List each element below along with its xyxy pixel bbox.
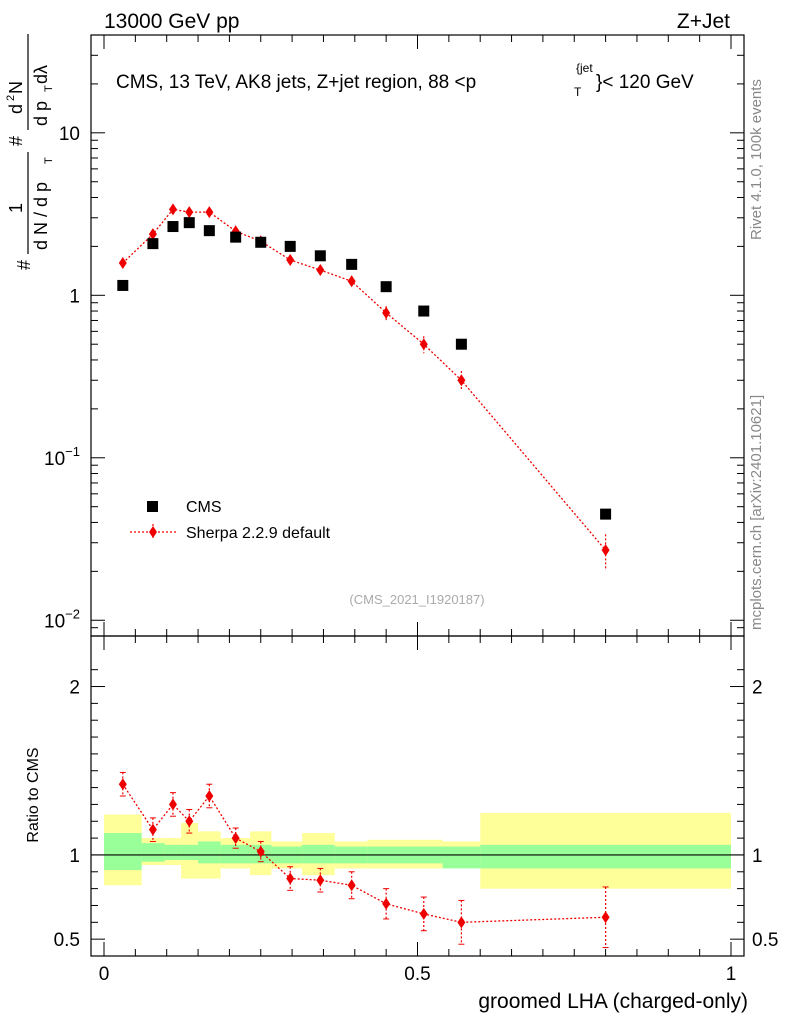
cms-point (167, 221, 179, 233)
ratio-tick-label-right: 2 (752, 678, 763, 699)
x-tick-label: 0 (99, 964, 110, 985)
ratio-inner-band (164, 844, 182, 860)
ratio-sherpa-point (419, 907, 428, 920)
ratio-inner-band (181, 844, 199, 860)
y-label-one: 1 (6, 203, 26, 213)
x-tick-label: 0.5 (404, 964, 430, 985)
ratio-sherpa-point (347, 879, 356, 892)
sherpa-point (382, 306, 391, 319)
ratio-inner-band (480, 844, 731, 869)
y-label-num: d (6, 104, 26, 114)
ratio-sherpa-point (185, 815, 194, 828)
sherpa-point (347, 275, 356, 288)
y-tick-label: 1 (69, 286, 80, 307)
y-label-num-sup: 2 (5, 95, 17, 101)
y-label-num-n: N (6, 81, 26, 94)
cms-point (314, 250, 326, 262)
sherpa-point (601, 544, 610, 557)
plot-title-tail: }< 120 GeV (596, 72, 694, 93)
ratio-sherpa-point (316, 874, 325, 887)
ratio-inner-band (220, 844, 251, 864)
sherpa-point (457, 374, 466, 387)
y-label-den: d N / d p (31, 182, 51, 250)
sherpa-point (118, 257, 127, 270)
cms-point (455, 338, 467, 350)
cms-point (117, 279, 129, 291)
ratio-tick-label-left: 0.5 (54, 930, 80, 951)
sherpa-point (286, 253, 295, 266)
cms-point (380, 281, 392, 293)
cms-point (147, 238, 159, 250)
plot-title-sub: T (574, 85, 582, 99)
rivet-version-label: Rivet 4.1.0, 100k events (748, 79, 765, 240)
sherpa-point (205, 206, 214, 219)
sherpa-point (168, 203, 177, 216)
ratio-inner-band (104, 833, 142, 871)
legend-sherpa-label: Sherpa 2.2.9 default (186, 525, 331, 542)
sherpa-point (148, 228, 157, 241)
plot-title: CMS, 13 TeV, AK8 jets, Z+jet region, 88 … (116, 61, 694, 99)
mcplots-label: mcplots.cern.ch [arXiv:2401.10621] (748, 395, 765, 630)
x-axis-label: groomed LHA (charged-only) (478, 990, 748, 1013)
ratio-sherpa-point (256, 845, 265, 858)
ratio-sherpa-point (231, 832, 240, 845)
plot-title-main: CMS, 13 TeV, AK8 jets, Z+jet region, 88 … (116, 72, 476, 93)
y-label-den2: d p (31, 101, 51, 126)
legend-cms-marker (147, 501, 158, 512)
ratio-y-axis-label: Ratio to CMS (25, 747, 42, 842)
y-label-den2-sub: T (43, 85, 55, 92)
y-label-den-sub: T (43, 157, 55, 164)
ratio-inner-band (302, 844, 335, 864)
header-right-label: Z+Jet (677, 10, 730, 33)
plot-layer: 0 0.5 1 10−2 10−1 1 10 0.5 0.5 1 1 2 2 (44, 34, 778, 985)
analysis-id-label: (CMS_2021_I1920187) (349, 592, 484, 607)
y-tick-label: 10 (59, 124, 80, 145)
y-tick-label: 10−2 (44, 606, 80, 632)
ratio-sherpa-point (205, 790, 214, 802)
ratio-inner-band (442, 846, 481, 869)
ratio-tick-label-right: 1 (752, 846, 763, 867)
ratio-inner-band (198, 841, 221, 864)
ratio-tick-label-left: 1 (69, 846, 80, 867)
ratio-tick-label-left: 2 (69, 678, 80, 699)
ratio-sherpa-point (457, 916, 466, 929)
sherpa-point (419, 338, 428, 351)
cms-point (600, 508, 612, 520)
ratio-sherpa-line (122, 783, 606, 923)
cms-point (203, 225, 215, 237)
cms-point (230, 231, 242, 243)
legend-sherpa-marker (149, 526, 157, 538)
y-tick-label: 10−1 (44, 444, 80, 470)
cms-point (346, 258, 358, 270)
ratio-frame (90, 635, 745, 957)
header-left-label: 13000 GeV pp (104, 10, 239, 33)
cms-point (255, 236, 267, 248)
ratio-sherpa-point (382, 897, 391, 910)
cms-point (418, 305, 430, 317)
legend-cms-label: CMS (186, 499, 222, 516)
ratio-sherpa-point (601, 911, 610, 924)
cms-point (284, 240, 296, 252)
cms-point (183, 217, 195, 229)
plot-title-sup: {jet (576, 61, 593, 75)
x-tick-label: 1 (726, 964, 737, 985)
legend: CMS Sherpa 2.2.9 default (130, 499, 331, 542)
ratio-sherpa-point (286, 872, 295, 885)
sherpa-point (185, 206, 194, 219)
ratio-inner-band (141, 843, 165, 862)
y-label-hash: # (14, 260, 34, 270)
y-label-lambda: dλ (31, 65, 51, 84)
ratio-sherpa-point (118, 778, 127, 791)
ratio-sherpa-point (148, 823, 157, 836)
y-axis-label: # 1 d N / d p T # d 2 N d p T dλ (5, 34, 55, 270)
ratio-tick-label-right: 0.5 (752, 930, 778, 951)
ratio-sherpa-point (168, 798, 177, 811)
y-label-hash2: # (6, 136, 26, 146)
main-frame (90, 34, 745, 637)
sherpa-point (316, 264, 325, 277)
